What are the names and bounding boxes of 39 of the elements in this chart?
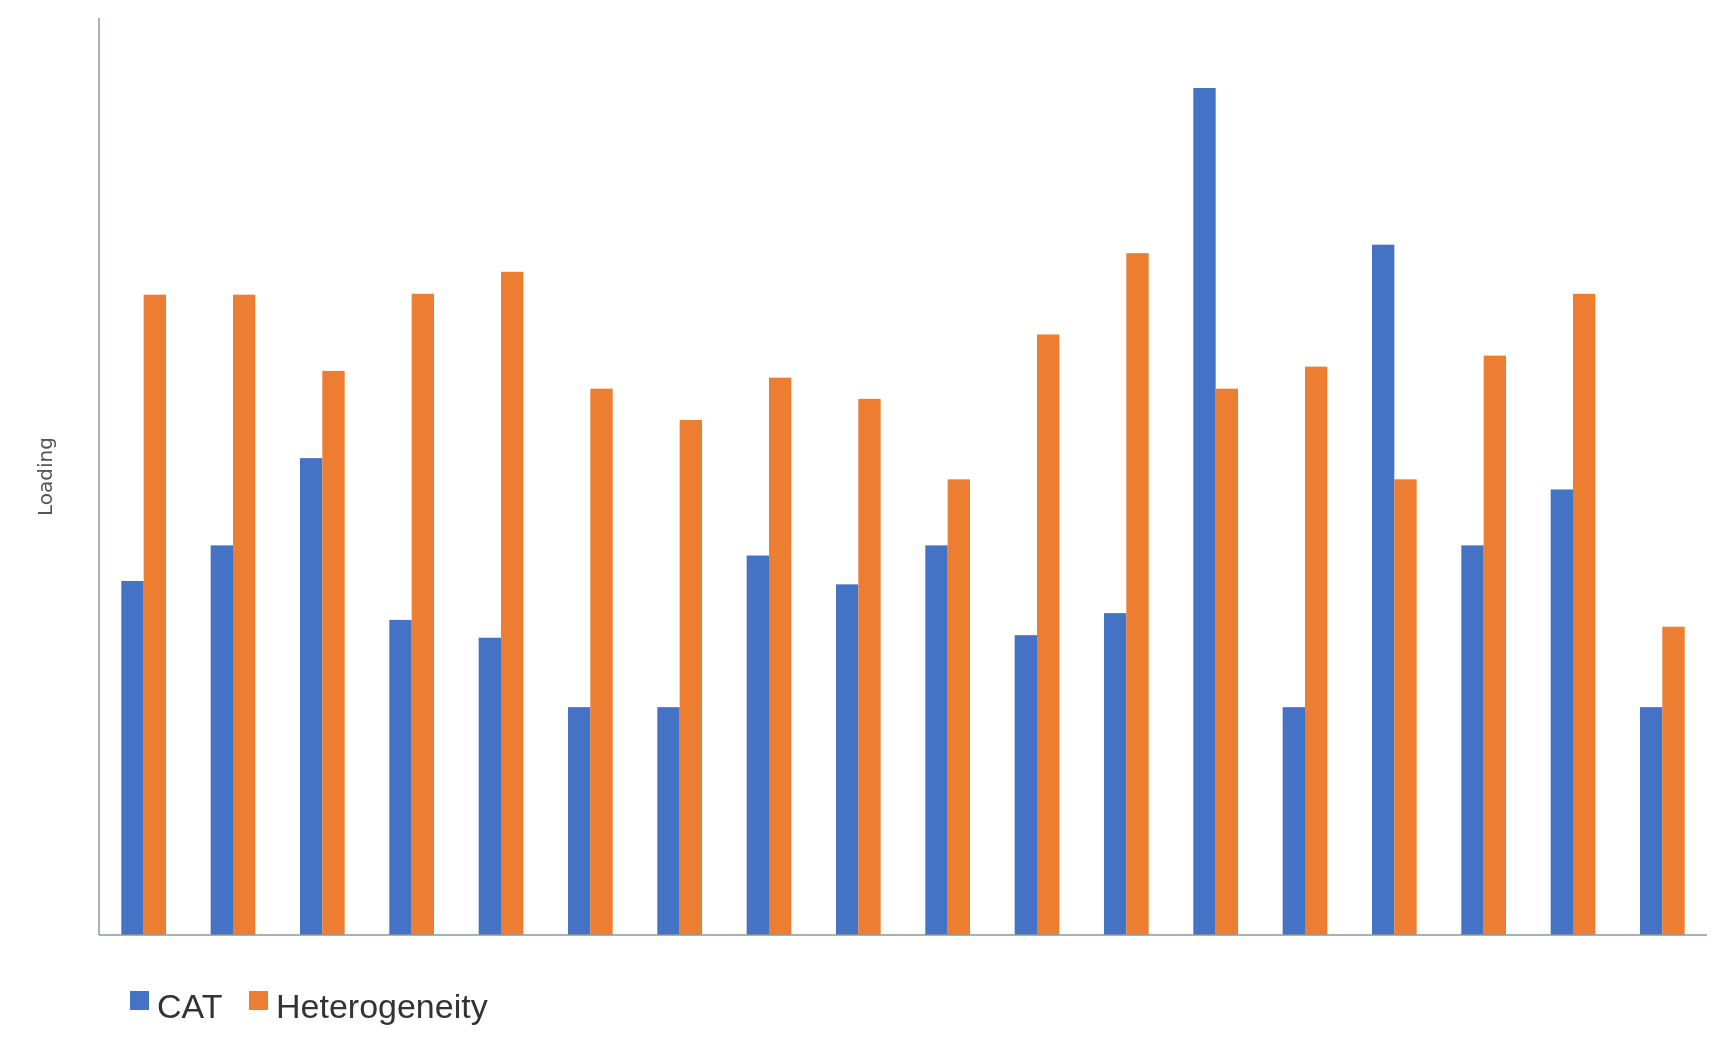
bar [1662, 626, 1685, 935]
bar [322, 370, 345, 935]
bar [568, 707, 591, 935]
bar [947, 479, 970, 935]
bar [1193, 88, 1216, 935]
bar [121, 580, 144, 935]
bar [1305, 366, 1328, 935]
bar [1550, 489, 1573, 935]
bar [1483, 355, 1506, 935]
bar [1014, 635, 1037, 935]
bar [1104, 613, 1127, 935]
bar [1126, 253, 1149, 935]
bar [858, 398, 881, 935]
bar [590, 388, 613, 935]
legend-label: CAT [157, 986, 223, 1025]
bar [746, 555, 769, 935]
bar [1372, 244, 1395, 935]
bar [836, 584, 859, 935]
bar [233, 294, 256, 935]
y-axis-title: Loading [33, 437, 57, 516]
bar [1282, 707, 1305, 935]
bar [1573, 293, 1596, 935]
bar [769, 377, 792, 935]
bar [501, 271, 524, 935]
bar [411, 293, 434, 935]
bar [925, 545, 948, 935]
bar [1461, 545, 1484, 935]
bar [478, 637, 501, 935]
bar [1037, 334, 1060, 935]
bar [679, 420, 702, 935]
bar [210, 545, 233, 935]
bar [143, 294, 166, 935]
bar [657, 707, 680, 935]
bar [1215, 388, 1238, 935]
bar [389, 619, 412, 935]
bar [1640, 707, 1663, 935]
bar [1394, 479, 1417, 935]
bar [300, 458, 323, 935]
legend-label: Heterogeneity [276, 986, 488, 1025]
